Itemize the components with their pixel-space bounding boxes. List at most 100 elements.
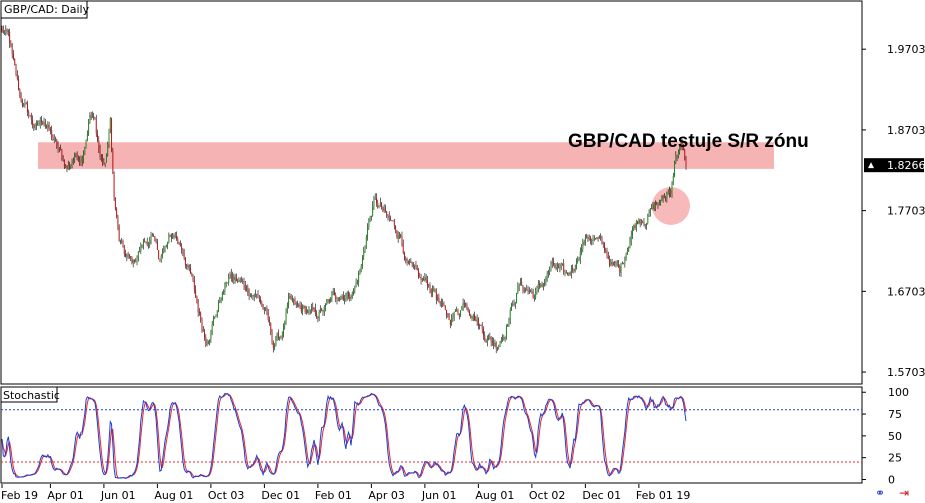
- candle-body: [83, 154, 85, 162]
- candle-body: [184, 258, 186, 265]
- candle-body: [193, 280, 195, 290]
- candle-body: [440, 302, 442, 304]
- candle-body: [86, 134, 88, 140]
- candle-body: [165, 245, 167, 247]
- candle-body: [485, 339, 487, 343]
- candle-body: [29, 114, 31, 116]
- candle-body: [81, 158, 83, 162]
- candle-body: [465, 304, 467, 306]
- stochastic-tick-label: 25: [888, 452, 902, 465]
- candle-body: [507, 325, 509, 327]
- candle-body: [317, 316, 319, 319]
- candle-body: [653, 204, 655, 209]
- candle-body: [387, 215, 389, 217]
- candle-body: [159, 259, 161, 260]
- candle-body: [260, 299, 262, 303]
- candle-body: [174, 236, 176, 237]
- candle-body: [589, 237, 591, 241]
- candle-body: [442, 302, 444, 306]
- candle-body: [63, 159, 65, 167]
- candle-body: [516, 293, 518, 303]
- candle-body: [433, 288, 435, 291]
- candle-body: [679, 146, 681, 153]
- candle-body: [364, 247, 366, 252]
- time-tick-label: Dec 01: [582, 489, 621, 502]
- candle-body: [276, 333, 278, 340]
- candle-body: [61, 150, 63, 159]
- candle-body: [462, 302, 464, 307]
- candle-body: [327, 299, 329, 302]
- candle-body: [10, 43, 12, 48]
- stochastic-tick-label: 75: [888, 408, 902, 421]
- candle-body: [204, 331, 206, 337]
- candle-body: [685, 159, 687, 166]
- candle-body: [126, 256, 128, 258]
- candle-body: [569, 272, 571, 275]
- candle-body: [69, 165, 71, 167]
- candle-body: [240, 281, 242, 282]
- candle-body: [286, 304, 288, 312]
- candle-body: [142, 241, 144, 246]
- candle-body: [546, 273, 548, 280]
- candle-body: [141, 244, 143, 246]
- candle-body: [226, 282, 228, 284]
- candle-body: [654, 204, 656, 209]
- candle-body: [99, 148, 101, 157]
- candle-body: [121, 240, 123, 242]
- candle-body: [630, 235, 632, 242]
- link-icon[interactable]: ⚭: [874, 486, 886, 500]
- candle-body: [412, 264, 414, 266]
- candle-body: [330, 297, 332, 302]
- candle-body: [123, 246, 125, 255]
- candle-body: [519, 281, 521, 286]
- candle-body: [420, 276, 422, 280]
- candle-body: [451, 318, 453, 325]
- candle-body: [178, 242, 180, 244]
- candle-body: [526, 289, 528, 291]
- candle-body: [40, 120, 42, 123]
- time-tick-label: Jun 01: [100, 489, 136, 502]
- candle-body: [430, 289, 432, 294]
- candle-body: [395, 225, 397, 231]
- candle-body: [238, 280, 240, 282]
- candle-body: [252, 295, 254, 297]
- candle-body: [633, 225, 635, 228]
- candle-body: [218, 301, 220, 311]
- candle-body: [114, 197, 116, 210]
- candle-body: [202, 329, 204, 332]
- candle-body: [500, 340, 502, 344]
- candle-body: [314, 307, 316, 314]
- candle-body: [365, 236, 367, 248]
- candle-body: [610, 262, 612, 266]
- candle-body: [251, 295, 253, 296]
- candle-body: [5, 29, 7, 33]
- candle-body: [388, 215, 390, 219]
- candle-body: [224, 282, 226, 291]
- candle-body: [539, 283, 541, 286]
- candle-body: [398, 234, 400, 239]
- candle-body: [323, 306, 325, 312]
- candle-body: [11, 47, 13, 54]
- stochastic-axis: 100 75 50 25 0: [862, 386, 909, 487]
- close-x-icon[interactable]: ⇥: [898, 486, 910, 500]
- candle-body: [598, 236, 600, 239]
- candle-body: [355, 282, 357, 288]
- candle-body: [312, 306, 314, 310]
- candle-body: [164, 246, 166, 249]
- candle-body: [468, 311, 470, 315]
- candle-body: [135, 261, 137, 263]
- candle-body: [628, 246, 630, 252]
- candle-body: [2, 29, 4, 33]
- candle-body: [374, 197, 376, 199]
- candle-body: [37, 125, 39, 126]
- candle-body: [461, 306, 463, 311]
- candle-body: [496, 347, 498, 349]
- candle-body: [454, 309, 456, 312]
- candle-body: [257, 294, 259, 298]
- candle-body: [372, 205, 374, 217]
- candle-body: [313, 307, 315, 310]
- candle-body: [607, 256, 609, 260]
- candle-body: [297, 303, 299, 305]
- candle-body: [308, 310, 310, 314]
- candle-body: [369, 216, 371, 221]
